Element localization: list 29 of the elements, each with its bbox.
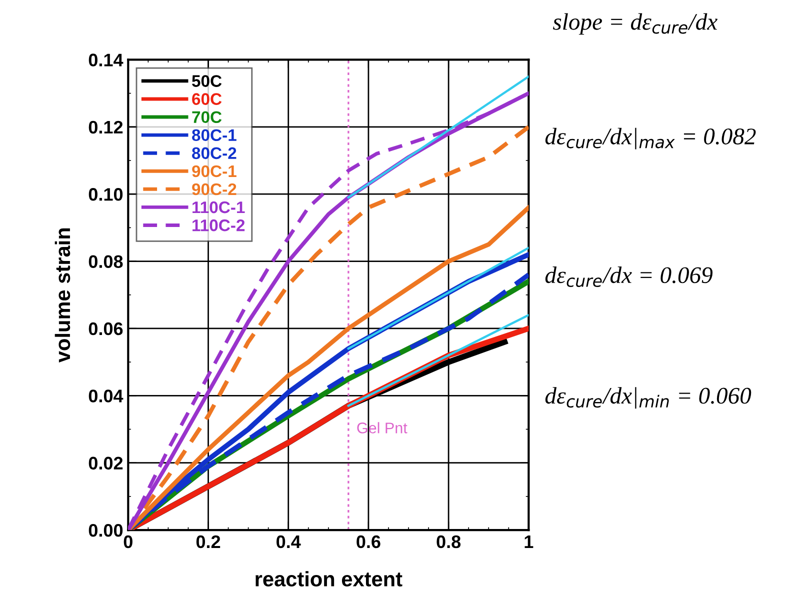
y-tick-label: 0.12 [88, 120, 123, 134]
y-tick-label: 0.04 [88, 390, 124, 402]
x-tick-label: 0.6 [356, 535, 380, 548]
legend-label: 80C-1 [192, 129, 236, 142]
x-tick-label: 0.8 [436, 535, 461, 548]
legend-label: 70C [192, 111, 222, 124]
legend-label: 110C-1 [192, 201, 245, 214]
x-axis-title: reaction extent [256, 571, 402, 586]
y-tick-label: 0.14 [88, 54, 124, 66]
legend-label: 80C-2 [192, 147, 236, 160]
x-tick-label: 0.2 [196, 535, 220, 548]
y-tick-label: 0.10 [88, 188, 123, 201]
legend-label: 90C-1 [192, 165, 236, 178]
y-tick-label: 0.06 [88, 322, 123, 336]
x-tick-label: 1 [524, 536, 534, 548]
y-tick-label: 0.08 [88, 255, 123, 268]
legend-label: 60C [192, 93, 222, 105]
legend-label: 110C-2 [192, 219, 245, 232]
text: dε$_{cure}$/dx = 0.069 [545, 266, 713, 288]
text: slope = dε$_{cure}$/dx [552, 13, 718, 35]
text: dε$_{cure}$/dx|$_{min}$ = 0.060 [545, 387, 752, 409]
text: dε$_{cure}$/dx|$_{max}$ = 0.082 [545, 128, 756, 150]
x-tick-label: 0.4 [276, 535, 301, 548]
y-tick-label: 0.00 [88, 524, 123, 537]
x-tick-label: 0 [124, 535, 132, 548]
y-tick-label: 0.02 [88, 456, 123, 470]
y-axis-title: volume strain [54, 228, 70, 363]
legend-label: 90C-2 [192, 183, 236, 196]
legend-label: 50C [192, 75, 222, 87]
